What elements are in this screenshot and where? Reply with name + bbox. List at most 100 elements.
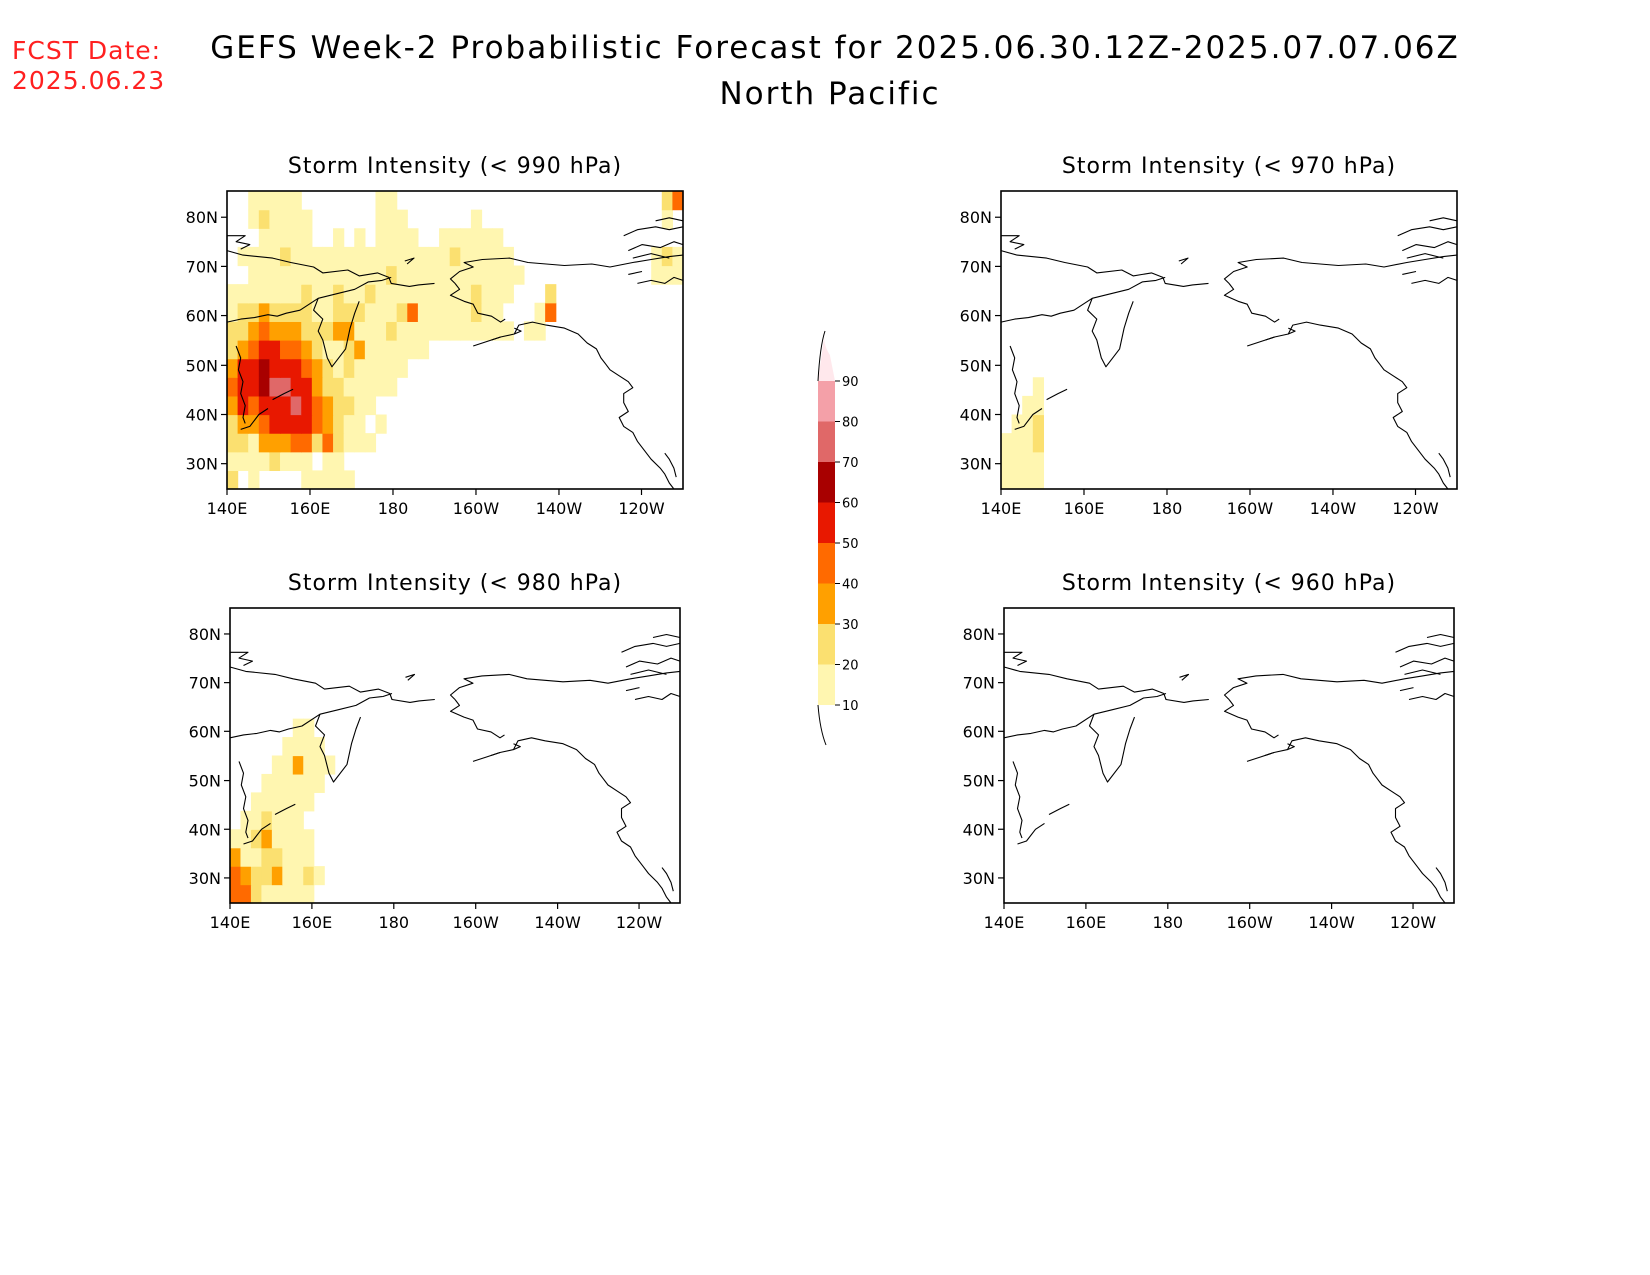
prob-cell (227, 340, 239, 360)
prob-cell (301, 284, 313, 304)
prob-cell (250, 829, 262, 849)
prob-cell (311, 340, 324, 360)
prob-cell (354, 228, 366, 248)
panel-p960: Storm Intensity (< 960 hPa) 140E 160E 180 16… (963, 571, 1455, 932)
lat-label: 80N (189, 625, 221, 644)
prob-cell (292, 718, 304, 738)
lon-label: 140E (981, 499, 1022, 518)
coastline (1000, 276, 1166, 323)
prob-cell (333, 340, 345, 360)
prob-cell (271, 829, 283, 849)
prob-cell (449, 246, 461, 267)
coastline (472, 751, 501, 762)
prob-cell (661, 265, 673, 285)
prob-cell (470, 321, 483, 341)
prob-cell (282, 847, 294, 867)
prob-cell (237, 433, 249, 453)
prob-cell (313, 737, 325, 757)
coastline (1178, 257, 1189, 265)
prob-cell (280, 414, 292, 434)
prob-cell (1022, 433, 1034, 453)
prob-cell (322, 433, 334, 453)
coastline (628, 270, 643, 275)
prob-cell (428, 265, 440, 285)
coastline (1223, 699, 1279, 739)
coastline (1402, 270, 1417, 275)
coastline (1438, 452, 1451, 478)
panel-title: Storm Intensity (< 970 hPa) (1062, 154, 1396, 179)
prob-cell (250, 810, 262, 830)
prob-cell (237, 340, 249, 360)
prob-cell (354, 246, 366, 267)
prob-cell (481, 228, 493, 248)
prob-cell (492, 246, 504, 267)
prob-cell (237, 246, 249, 267)
lon-label: 180 (379, 913, 410, 932)
prob-cell (301, 414, 313, 434)
prob-cell (407, 284, 419, 304)
prob-cell (502, 246, 514, 267)
prob-cell (523, 321, 536, 341)
prob-cell (470, 265, 483, 285)
prob-cell (227, 470, 239, 490)
coastline (625, 687, 640, 692)
lat-label: 40N (960, 406, 992, 425)
prob-cell (417, 340, 430, 360)
prob-cell (449, 228, 461, 248)
prob-cell (470, 302, 483, 322)
prob-cell (258, 302, 271, 322)
prob-cell (375, 209, 387, 229)
prob-cell (248, 358, 260, 378)
prob-cell (428, 302, 440, 322)
prob-cell (1032, 433, 1045, 453)
prob-cell (301, 377, 313, 397)
prob-cell (269, 284, 281, 304)
prob-cell (258, 209, 271, 229)
coastline (1014, 408, 1043, 430)
prob-cell (311, 395, 324, 416)
prob-cell (333, 377, 345, 397)
prob-cell (258, 414, 271, 434)
coastline (1017, 822, 1045, 845)
prob-cell (439, 321, 451, 341)
colorbar-segment (818, 381, 835, 422)
prob-cell (248, 433, 260, 453)
prob-cell (417, 284, 430, 304)
prob-cell (240, 829, 252, 849)
prob-cell (343, 302, 355, 322)
prob-cell (290, 433, 302, 453)
lon-label: 160E (292, 913, 333, 932)
prob-cell (290, 358, 302, 378)
prob-cell (545, 302, 557, 322)
prob-cell (449, 321, 461, 341)
prob-cell (396, 340, 408, 360)
prob-cell (311, 377, 324, 397)
colorbar-label: 10 (842, 699, 859, 714)
prob-cell (661, 191, 673, 211)
coastline (473, 336, 501, 347)
coastline (1288, 327, 1296, 335)
prob-cell (396, 321, 408, 341)
prob-cell (290, 395, 302, 416)
prob-cell (311, 265, 324, 285)
coastline (621, 642, 681, 653)
prob-cell (311, 246, 324, 267)
prob-cell (460, 321, 472, 341)
coastline (1087, 298, 1134, 368)
prob-cell (237, 414, 249, 434)
prob-cell (651, 246, 663, 267)
coastline (1003, 666, 1209, 703)
prob-cell (407, 340, 419, 360)
prob-cell (396, 246, 408, 267)
colorbar-segment (818, 502, 835, 543)
colorbar-label: 30 (842, 618, 859, 633)
prob-cell (227, 284, 239, 304)
colorbar-top-outline (817, 330, 826, 382)
coastline (1264, 737, 1446, 904)
prob-cell (313, 773, 325, 793)
prob-cell (248, 470, 260, 490)
prob-cell (1022, 470, 1034, 490)
lat-label: 50N (186, 356, 218, 375)
lon-label: 160W (453, 913, 500, 932)
prob-cell (396, 302, 408, 322)
